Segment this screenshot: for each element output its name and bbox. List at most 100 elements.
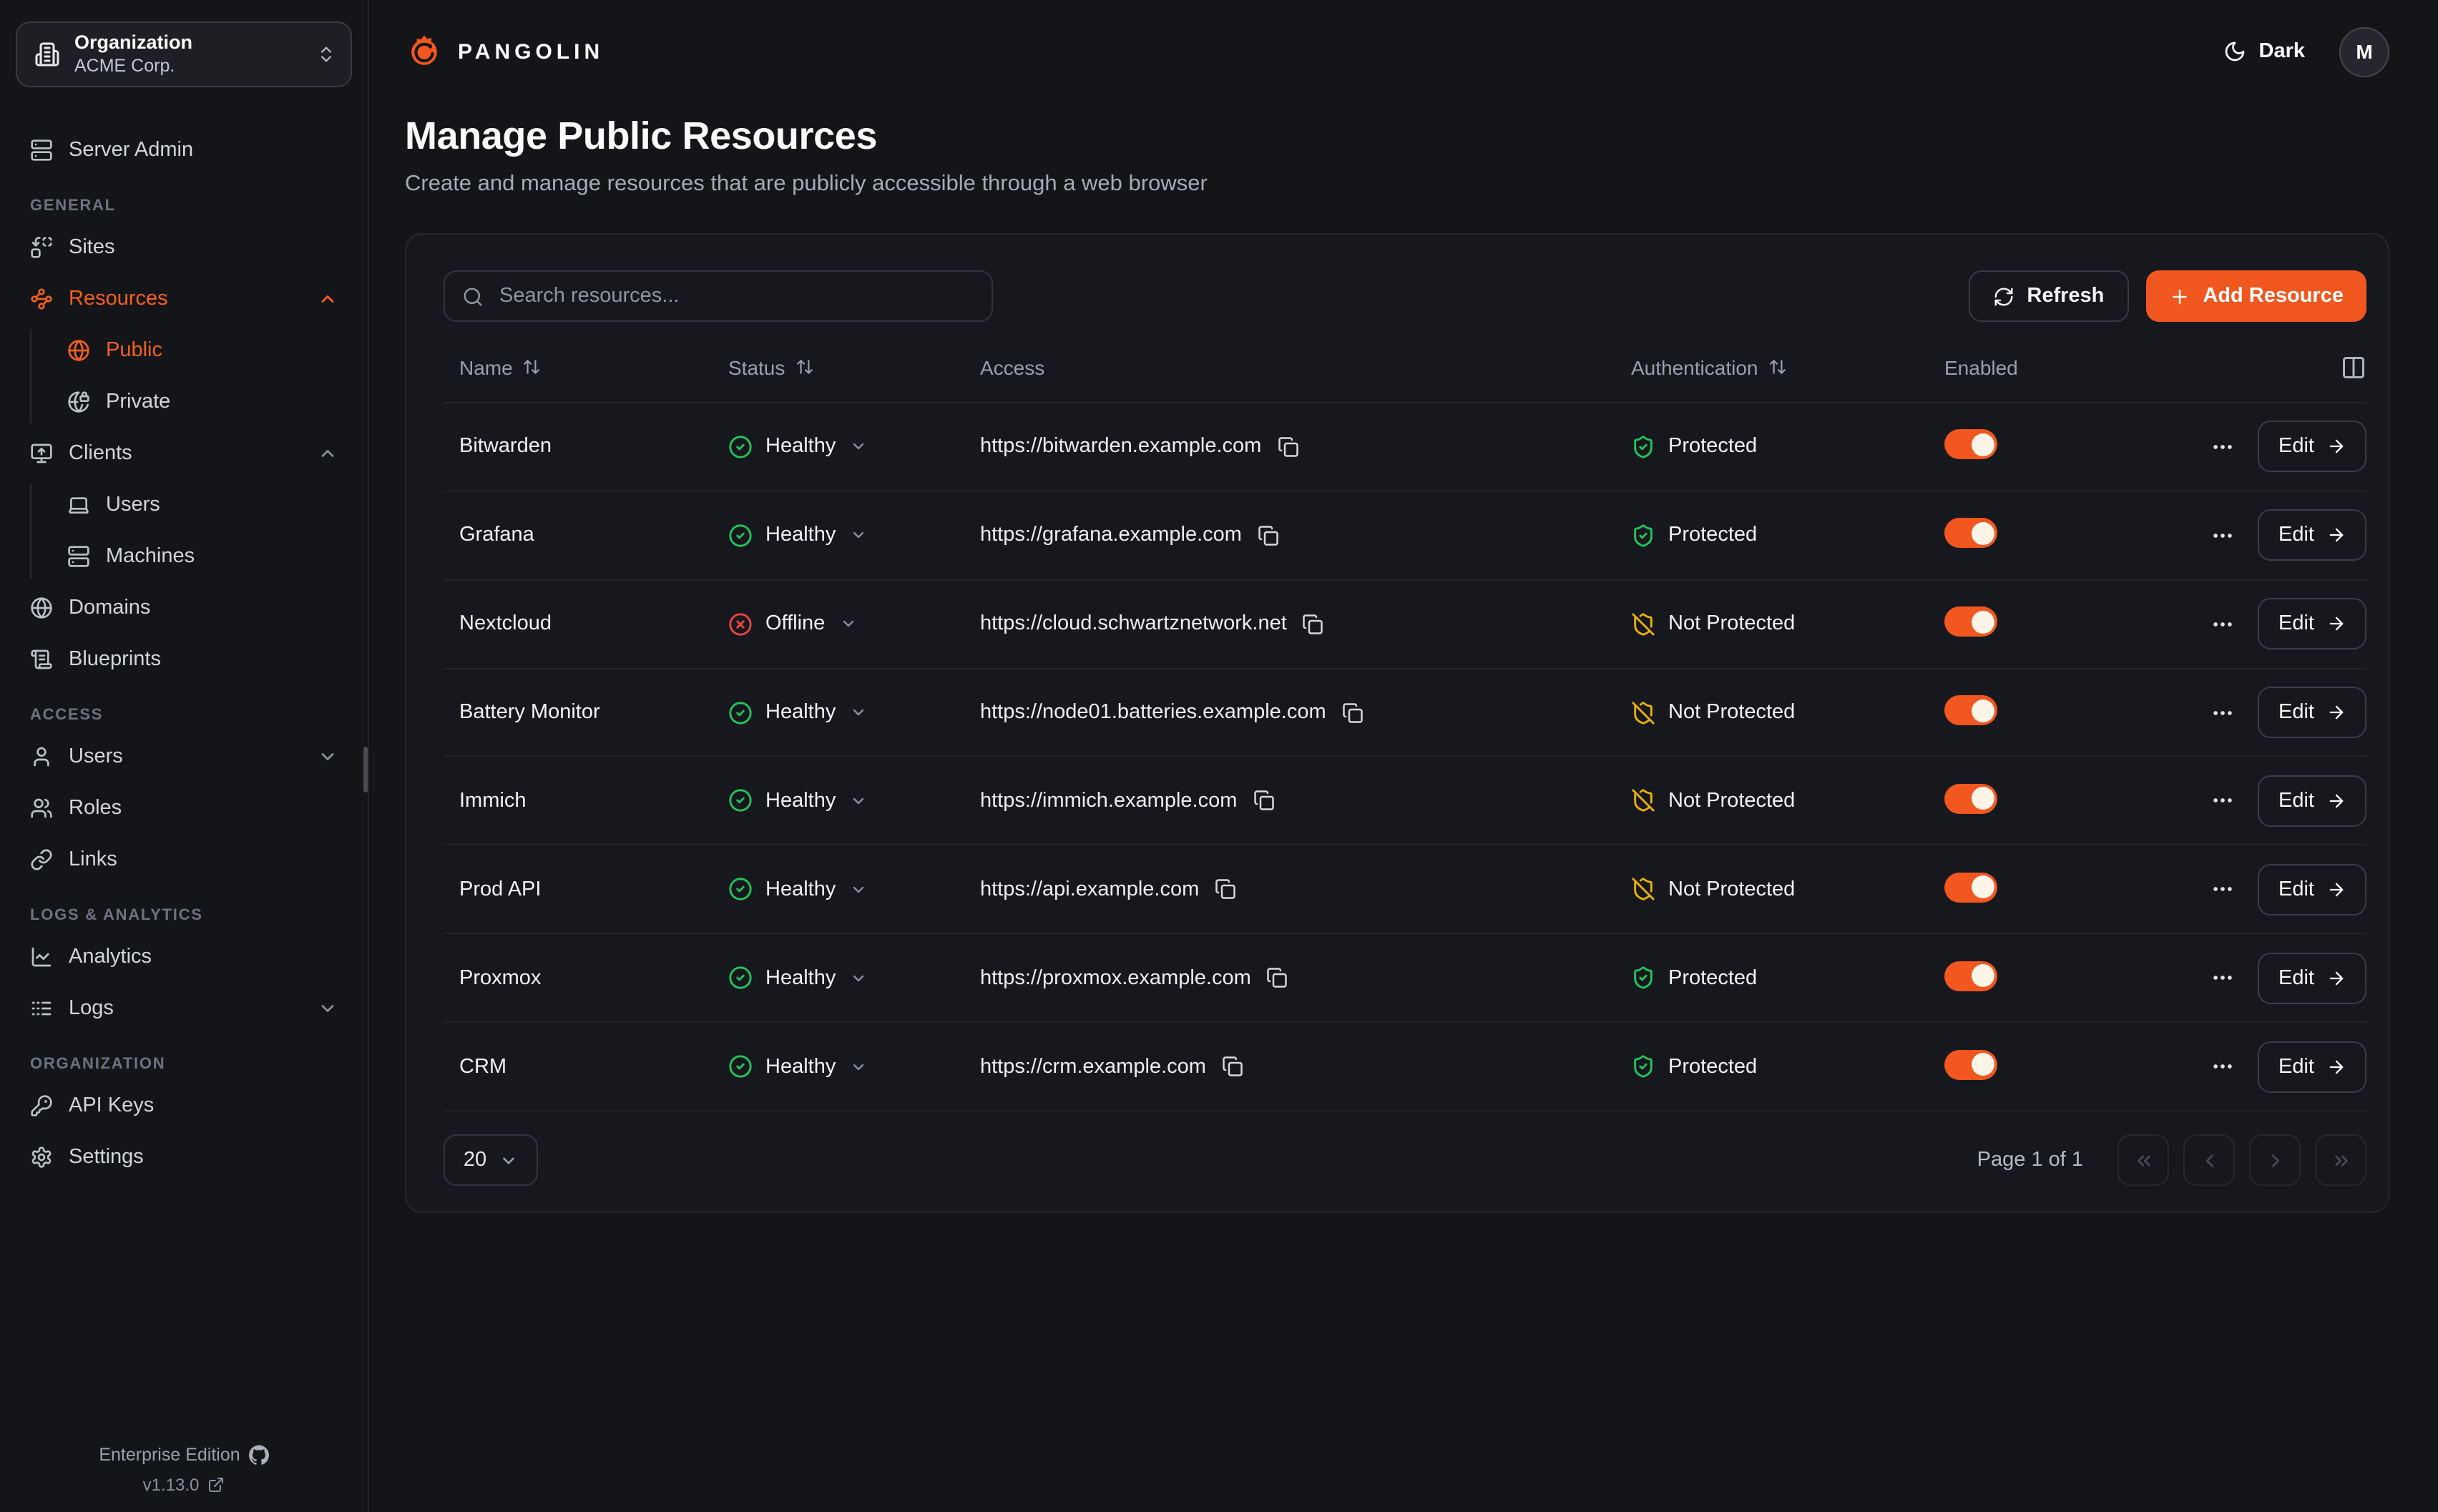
enabled-toggle[interactable] [1944, 872, 1997, 903]
edit-button[interactable]: Edit [2258, 421, 2366, 473]
row-menu-icon[interactable] [2211, 789, 2235, 813]
status-cell[interactable]: Healthy [728, 700, 980, 725]
chevron-down-icon [850, 438, 867, 456]
row-menu-icon[interactable] [2211, 878, 2235, 902]
chart-line-icon [30, 946, 53, 968]
enabled-toggle[interactable] [1944, 1049, 1997, 1080]
enabled-toggle[interactable] [1944, 695, 1997, 726]
resource-url[interactable]: https://immich.example.com [980, 789, 1238, 813]
copy-icon[interactable] [1215, 879, 1236, 900]
enabled-toggle[interactable] [1944, 961, 1997, 991]
github-icon[interactable] [249, 1445, 269, 1465]
next-page-button[interactable] [2249, 1134, 2301, 1187]
org-selector[interactable]: Organization ACME Corp. [16, 21, 352, 87]
enabled-toggle[interactable] [1944, 607, 1997, 637]
shield-off-icon [1631, 700, 1655, 725]
copy-icon[interactable] [1342, 702, 1364, 723]
enabled-toggle[interactable] [1944, 429, 1997, 460]
resource-url[interactable]: https://cloud.schwartznetwork.net [980, 612, 1287, 636]
avatar[interactable]: M [2339, 26, 2389, 77]
previous-page-button[interactable] [2183, 1134, 2235, 1187]
copy-icon[interactable] [1267, 967, 1288, 988]
row-menu-icon[interactable] [2211, 612, 2235, 636]
edit-button[interactable]: Edit [2258, 687, 2366, 739]
page-header: Manage Public Resources Create and manag… [405, 114, 2389, 197]
sidebar-item-domains[interactable]: Domains [16, 582, 352, 634]
edit-button[interactable]: Edit [2258, 775, 2366, 827]
columns-icon[interactable] [2341, 355, 2366, 381]
theme-toggle[interactable]: Dark [2223, 40, 2305, 63]
sidebar-item-links[interactable]: Links [16, 834, 352, 885]
column-header-authentication[interactable]: Authentication [1631, 356, 1944, 379]
sidebar-item-blueprints[interactable]: Blueprints [16, 634, 352, 685]
search-input[interactable] [496, 283, 974, 309]
resource-url[interactable]: https://api.example.com [980, 878, 1200, 901]
sidebar-item-api-keys[interactable]: API Keys [16, 1080, 352, 1131]
sidebar-item-roles[interactable]: Roles [16, 782, 352, 834]
sort-icon [1768, 358, 1786, 377]
status-cell[interactable]: Healthy [728, 966, 980, 990]
column-header-status[interactable]: Status [728, 356, 980, 379]
status-cell[interactable]: Offline [728, 612, 980, 636]
edit-button[interactable]: Edit [2258, 598, 2366, 650]
sidebar-item-users[interactable]: Users [16, 731, 352, 782]
status-cell[interactable]: Healthy [728, 1054, 980, 1079]
row-menu-icon[interactable] [2211, 1054, 2235, 1079]
copy-icon[interactable] [1277, 436, 1298, 458]
resource-name: Bitwarden [459, 435, 552, 458]
circle-x-icon [728, 612, 753, 636]
status-cell[interactable]: Healthy [728, 435, 980, 459]
edit-button[interactable]: Edit [2258, 1041, 2366, 1093]
copy-icon[interactable] [1258, 524, 1279, 546]
copy-icon[interactable] [1303, 613, 1324, 634]
enabled-toggle[interactable] [1944, 783, 1997, 814]
sidebar-item-settings[interactable]: Settings [16, 1131, 352, 1183]
refresh-icon [1992, 285, 2014, 307]
version-link[interactable]: v1.13.0 [16, 1475, 352, 1495]
sidebar-item-client-users[interactable]: Users [16, 479, 352, 531]
copy-icon[interactable] [1222, 1056, 1243, 1077]
first-page-button[interactable] [2118, 1134, 2169, 1187]
resource-url[interactable]: https://node01.batteries.example.com [980, 701, 1326, 725]
enabled-toggle[interactable] [1944, 518, 1997, 549]
status-cell[interactable]: Healthy [728, 523, 980, 547]
circle-check-icon [728, 435, 753, 459]
chevron-up-icon [318, 443, 338, 463]
sidebar-item-analytics[interactable]: Analytics [16, 931, 352, 983]
sidebar-item-server-admin[interactable]: Server Admin [16, 124, 352, 176]
auth-label: Protected [1668, 966, 1758, 990]
status-cell[interactable]: Healthy [728, 789, 980, 813]
sidebar-item-clients[interactable]: Clients [16, 428, 352, 479]
resource-url[interactable]: https://crm.example.com [980, 1055, 1206, 1079]
edit-button[interactable]: Edit [2258, 509, 2366, 561]
row-menu-icon[interactable] [2211, 966, 2235, 990]
table-header-row: Name Status Access Authentication Enable… [444, 333, 2366, 403]
org-selector-label: Organization [74, 31, 193, 53]
row-menu-icon[interactable] [2211, 700, 2235, 725]
page-title: Manage Public Resources [405, 114, 878, 157]
resource-url[interactable]: https://grafana.example.com [980, 524, 1242, 547]
row-menu-icon[interactable] [2211, 435, 2235, 459]
arrow-right-icon [2326, 791, 2346, 811]
sidebar-item-machines[interactable]: Machines [16, 531, 352, 582]
edit-button[interactable]: Edit [2258, 952, 2366, 1004]
resource-url[interactable]: https://proxmox.example.com [980, 966, 1251, 990]
row-menu-icon[interactable] [2211, 523, 2235, 547]
last-page-button[interactable] [2315, 1134, 2366, 1187]
sidebar-scrollbar-thumb[interactable] [363, 747, 368, 792]
sidebar-item-logs[interactable]: Logs [16, 983, 352, 1034]
resource-url[interactable]: https://bitwarden.example.com [980, 435, 1262, 458]
sidebar-item-sites[interactable]: Sites [16, 222, 352, 273]
refresh-button[interactable]: Refresh [1968, 270, 2129, 322]
auth-label: Protected [1668, 524, 1758, 547]
resource-name: Proxmox [459, 966, 542, 990]
copy-icon[interactable] [1253, 790, 1274, 812]
add-resource-button[interactable]: Add Resource [2145, 270, 2366, 322]
sidebar-item-resources[interactable]: Resources [16, 273, 352, 325]
column-header-name[interactable]: Name [459, 356, 728, 379]
sidebar-item-private[interactable]: Private [16, 376, 352, 428]
page-size-select[interactable]: 20 [444, 1134, 538, 1187]
sidebar-item-public[interactable]: Public [16, 325, 352, 376]
edit-button[interactable]: Edit [2258, 863, 2366, 915]
status-cell[interactable]: Healthy [728, 878, 980, 902]
